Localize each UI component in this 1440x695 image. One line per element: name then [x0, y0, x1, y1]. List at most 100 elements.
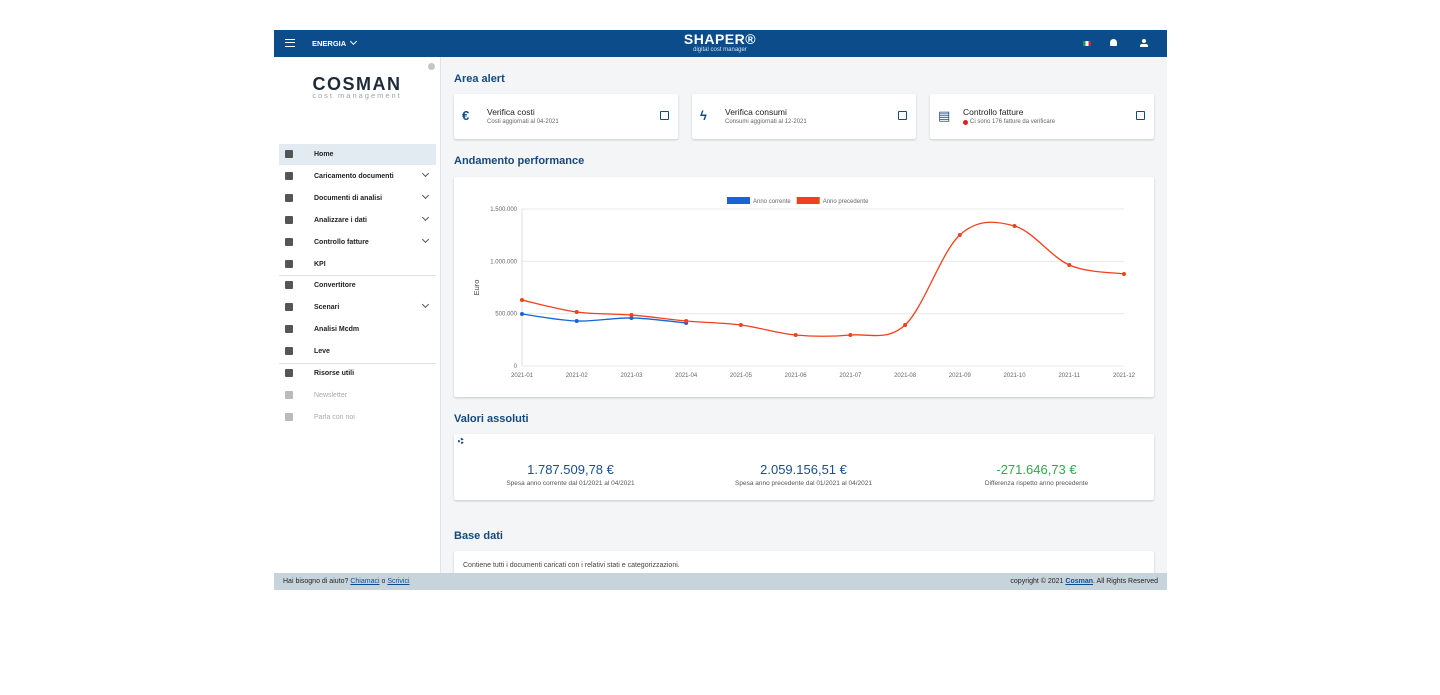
y-tick-label: 1.500.000	[490, 207, 517, 213]
alert-card[interactable]: € Verifica costi Costi aggiornati al 04-20…	[454, 94, 678, 139]
y-tick-label: 0	[514, 364, 518, 370]
item-label: Analizzare i dati	[314, 216, 367, 224]
section-title: Area alert	[454, 73, 505, 85]
database-description: Contiene tutti i documenti caricati con …	[463, 562, 680, 569]
sidebar-item[interactable]: Risorse utili	[279, 363, 436, 384]
copyright: copyright © 2021 Cosman. All Rights Rese…	[1010, 578, 1158, 585]
x-tick-label: 2021-06	[785, 373, 808, 379]
item-label: Convertitore	[314, 282, 356, 290]
alert-subtitle: Ci sono 176 fatture da verificare	[963, 119, 1055, 125]
sidebar-item[interactable]: KPI	[279, 254, 436, 275]
item-icon	[285, 171, 293, 180]
y-axis-label: Euro	[472, 280, 481, 296]
item-icon	[285, 390, 293, 399]
data-point	[684, 318, 689, 323]
sidebar-item[interactable]: Controllo fatture	[279, 232, 436, 253]
item-icon	[285, 347, 293, 356]
sidebar-item[interactable]: Parla con noi	[279, 407, 436, 428]
item-label: Leve	[314, 348, 330, 356]
sidebar-item[interactable]: Home	[279, 144, 436, 165]
logo-subtitle: cost management	[312, 91, 402, 100]
data-point	[1012, 223, 1017, 228]
sidebar-item[interactable]: Analizzare i dati	[279, 210, 436, 231]
notifications[interactable]	[1110, 39, 1117, 46]
item-label: Scenari	[314, 304, 340, 312]
open-link[interactable]	[660, 111, 669, 120]
item-icon	[285, 193, 293, 202]
data-point	[848, 333, 853, 338]
data-point	[738, 322, 743, 327]
x-tick-label: 2021-04	[675, 373, 698, 379]
chevron	[349, 37, 358, 46]
item-icon	[285, 281, 293, 290]
item-icon	[285, 150, 293, 158]
sidebar-item[interactable]: Scenari	[279, 297, 436, 318]
item-label: Home	[314, 151, 334, 158]
item-icon	[285, 215, 293, 224]
sidebar-item[interactable]: Newsletter	[279, 385, 436, 406]
alert-subtitle: Costi aggiornati al 04-2021	[487, 119, 559, 125]
brand-link[interactable]: Cosman	[1065, 578, 1094, 585]
write-link[interactable]: Scrivici	[387, 578, 410, 585]
value: 2.059.156,51 €	[760, 462, 847, 477]
sidebar-item[interactable]: Caricamento documenti	[279, 166, 436, 187]
chevron	[421, 235, 430, 243]
flag[interactable]	[1083, 41, 1091, 46]
x-tick-label: 2021-07	[839, 373, 862, 379]
sidebar-item[interactable]: Convertitore	[279, 275, 436, 296]
item-label: KPI	[314, 260, 326, 268]
alert-card[interactable]: ▤ Controllo fatture Ci sono 176 fatture da…	[930, 94, 1154, 139]
data-point	[793, 333, 798, 338]
x-tick-label: 2021-12	[1113, 373, 1136, 379]
alert-title: Verifica consumi	[725, 107, 787, 117]
info-icon[interactable]	[428, 63, 435, 70]
alert-card[interactable]: ϟ Verifica consumi Consumi aggiornati al 1…	[692, 94, 916, 139]
chevron	[421, 169, 430, 177]
x-tick-label: 2021-01	[511, 373, 534, 379]
user[interactable]	[1140, 39, 1148, 47]
or-text: o	[381, 578, 386, 585]
menu-button[interactable]	[285, 39, 295, 47]
value: -271.646,73 €	[996, 462, 1077, 477]
sidebar-item[interactable]: Documenti di analisi	[279, 188, 436, 209]
sidebar: COSMAN cost management Home Caricamento d…	[274, 57, 441, 573]
sidebar-item[interactable]: Leve	[279, 341, 436, 362]
alert-subtitle: Consumi aggiornati al 12-2021	[725, 119, 807, 125]
x-tick-label: 2021-03	[620, 373, 643, 379]
data-point	[574, 309, 579, 314]
section-title: Andamento performance	[454, 155, 585, 167]
value-label: Spesa anno precedente dal 01/2021 al 04/…	[735, 480, 872, 487]
help-text: Hai bisogno di aiuto?	[283, 578, 349, 585]
call-link[interactable]: Chiamaci	[350, 578, 380, 585]
top-bar: ENERGIA SHAPER® digital cost manager	[274, 30, 1167, 57]
series-line	[521, 313, 687, 324]
data-point	[957, 232, 962, 237]
chart-card: 0 500.000 1.000.000 1.500.000 2021-01 2021-02…	[454, 177, 1154, 397]
data-point	[903, 322, 908, 327]
value-label: Differenza rispetto anno precedente	[984, 480, 1089, 487]
data-point	[1122, 271, 1126, 276]
item-label: Analisi Mcdm	[314, 326, 360, 334]
item-label: Parla con noi	[314, 413, 355, 421]
brand: SHAPER®	[683, 31, 757, 47]
alert-title: Verifica costi	[487, 107, 535, 117]
item-icon	[285, 259, 293, 268]
status-dot	[963, 120, 968, 125]
legend-swatch	[796, 197, 820, 204]
item-icon	[285, 237, 293, 246]
tagline: digital cost manager	[693, 47, 747, 53]
data-point	[574, 318, 579, 323]
legend-swatch	[727, 197, 750, 204]
item-label: Controllo fatture	[314, 238, 369, 246]
energy-menu[interactable]: ENERGIA	[312, 39, 347, 48]
item-label: Newsletter	[314, 391, 348, 399]
open-link[interactable]	[1136, 111, 1145, 120]
x-tick-label: 2021-10	[1004, 373, 1027, 379]
legend-label: Anno corrente	[753, 199, 791, 205]
alert-icon: ϟ	[700, 108, 707, 123]
sidebar-item[interactable]: Analisi Mcdm	[279, 319, 436, 340]
data-point	[520, 311, 524, 316]
open-link[interactable]	[898, 111, 907, 120]
settings-icon[interactable]	[458, 438, 464, 444]
